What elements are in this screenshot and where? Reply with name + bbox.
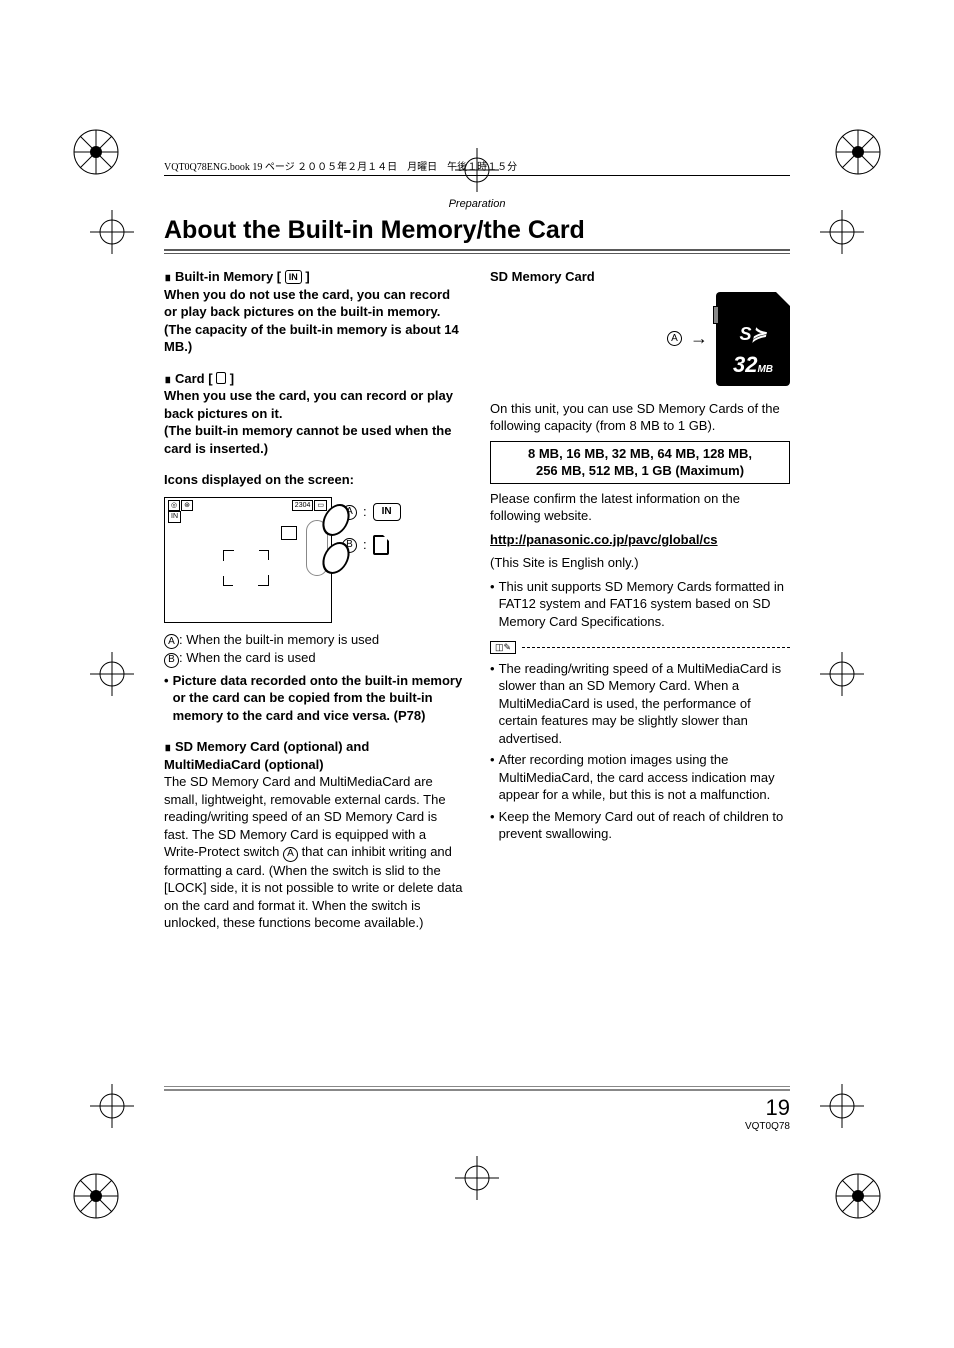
lcd-icon: ◎ (168, 500, 180, 511)
arrow-icon: → (690, 326, 708, 350)
bullet-icon: • (164, 672, 169, 725)
lcd-icon: IN (168, 511, 181, 522)
legend-b-desc: When the card is used (186, 650, 315, 665)
bullet-icon: • (490, 660, 495, 748)
lcd-icon: ⊛ (181, 500, 193, 511)
crosshair-icon (90, 1084, 134, 1128)
note-bullet-3: Keep the Memory Card out of reach of chi… (499, 808, 790, 843)
crosshair-icon (820, 1084, 864, 1128)
capacity-box: 8 MB, 16 MB, 32 MB, 64 MB, 128 MB, 256 M… (490, 441, 790, 484)
card-body-1: When you use the card, you can record or… (164, 387, 464, 422)
colon: : (363, 503, 367, 521)
sd-capacity-num: 32 (733, 352, 757, 377)
sd-card-title: SD Memory Card (490, 268, 790, 286)
builtin-body-2: (The capacity of the built-in memory is … (164, 321, 464, 356)
note-bullet-1: The reading/writing speed of a MultiMedi… (499, 660, 790, 748)
copy-bullet: Picture data recorded onto the built-in … (173, 672, 464, 725)
sd-card-figure: A → S≽ 32MB (490, 292, 790, 386)
note-icon: ◫✎ (490, 641, 516, 654)
icons-heading: Icons displayed on the screen: (164, 471, 464, 489)
card-icon (373, 535, 389, 555)
crosshair-icon (90, 210, 134, 254)
website-url[interactable]: http://panasonic.co.jp/pavc/global/cs (490, 531, 790, 549)
para-website: Please confirm the latest information on… (490, 490, 790, 525)
header-text: VQT0Q78ENG.book 19 ページ ２００５年２月１４日 月曜日 午後… (164, 162, 517, 173)
colon: : (363, 536, 367, 554)
page-footer: 19 VQT0Q78 (164, 1086, 790, 1132)
legend-b-marker: B (164, 653, 179, 668)
crosshair-icon (455, 1156, 499, 1200)
page-title: About the Built-in Memory/the Card (164, 216, 790, 245)
legend-a-marker: A (667, 331, 682, 346)
title-rule (164, 249, 790, 254)
doc-id: VQT0Q78 (164, 1121, 790, 1132)
lcd-icon: ▭ (314, 500, 327, 511)
sd-capacity-unit: MB (757, 364, 773, 375)
builtin-heading: Built-in Memory [ (175, 269, 281, 284)
print-header: VQT0Q78ENG.book 19 ページ ２００５年２月１４日 月曜日 午後… (164, 158, 790, 176)
registration-mark-icon (72, 128, 120, 176)
registration-mark-icon (834, 128, 882, 176)
in-icon: IN (373, 503, 401, 521)
right-column: SD Memory Card A → S≽ 32MB On this unit,… (490, 268, 790, 932)
page-number: 19 (766, 1095, 790, 1120)
crosshair-icon (820, 652, 864, 696)
bullet-fat: This unit supports SD Memory Cards forma… (499, 578, 790, 631)
note-bullet-2: After recording motion images using the … (499, 751, 790, 804)
card-body-2: (The built-in memory cannot be used when… (164, 422, 464, 457)
crosshair-icon (820, 210, 864, 254)
left-column: ∎ Built-in Memory [ IN ] When you do not… (164, 268, 464, 932)
lcd-screen-diagram: ◎⊛ IN 2304▭ (164, 497, 332, 623)
section-label: Preparation (164, 198, 790, 210)
registration-mark-icon (72, 1172, 120, 1220)
card-heading: Card [ (175, 371, 213, 386)
card-icon (216, 372, 226, 384)
sd-para: The SD Memory Card and MultiMediaCard ar… (164, 773, 464, 932)
bullet-icon: • (490, 578, 495, 631)
bullet-icon: • (490, 751, 495, 804)
para-english-only: (This Site is English only.) (490, 554, 790, 572)
para-capacity-range: On this unit, you can use SD Memory Card… (490, 400, 790, 435)
legend-a-marker-inline: A (283, 847, 298, 862)
lcd-icon: 2304 (292, 500, 314, 511)
legend-a-desc: When the built-in memory is used (186, 632, 379, 647)
capacity-line-2: 256 MB, 512 MB, 1 GB (Maximum) (497, 462, 783, 480)
sd-heading: SD Memory Card (optional) and MultiMedia… (164, 739, 369, 772)
note-divider: ◫✎ (490, 641, 790, 654)
builtin-body-1: When you do not use the card, you can re… (164, 286, 464, 321)
bullet-icon: • (490, 808, 495, 843)
in-icon: IN (285, 270, 302, 284)
sd-card-icon: S≽ 32MB (716, 292, 790, 386)
legend-a-marker: A (164, 634, 179, 649)
registration-mark-icon (834, 1172, 882, 1220)
capacity-line-1: 8 MB, 16 MB, 32 MB, 64 MB, 128 MB, (497, 445, 783, 463)
crosshair-icon (90, 652, 134, 696)
